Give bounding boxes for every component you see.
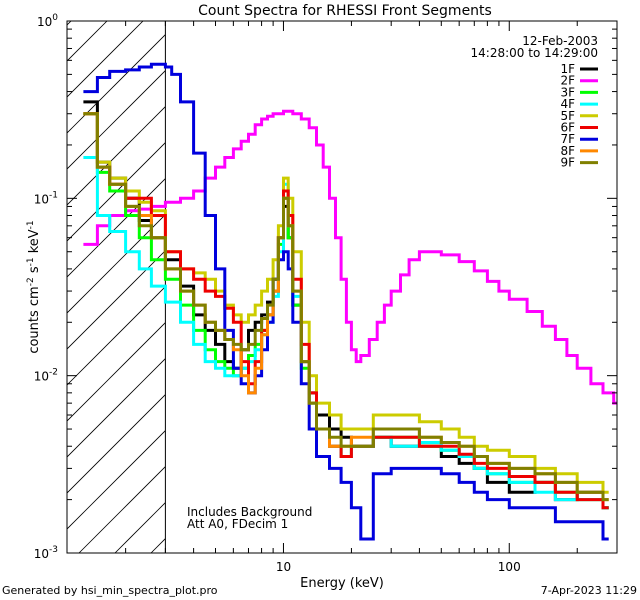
chart-title: Count Spectra for RHESSI Front Segments (198, 3, 492, 19)
legend-label-5f: 5F (560, 109, 575, 123)
series-layer (83, 62, 617, 541)
hatch-line (67, 106, 166, 206)
hatch-line (67, 21, 108, 62)
plot-frame (66, 20, 618, 554)
hatch-line (223, 0, 640, 553)
series-9f-line (83, 112, 609, 502)
x-tick-label: 100 (498, 560, 521, 574)
hatch-line (67, 322, 166, 422)
hatch-line (0, 0, 103, 553)
series-2f-line (83, 109, 617, 405)
footer-timestamp: 7-Apr-2023 11:29 (541, 584, 637, 597)
legend-label-7f: 7F (560, 132, 575, 146)
date-label: 12-Feb-2003 (522, 34, 598, 48)
annotation-attenuator: Att A0, FDecim 1 (187, 517, 288, 531)
legend-label-9f: 9F (560, 156, 575, 170)
y-axis-label: counts cm-2 s-1 keV-1 (26, 220, 42, 353)
hatch-line (67, 214, 166, 314)
hatch-line (67, 70, 166, 170)
hatch-line (259, 0, 640, 553)
legend-label-1f: 1F (560, 62, 575, 76)
hatch-line (67, 250, 166, 350)
y-tick-label: 10-3 (34, 545, 58, 561)
y-tick-label: 10-1 (34, 190, 58, 206)
legend-label-4f: 4F (560, 97, 575, 111)
hatch-line (295, 0, 640, 553)
y-tick-label: 100 (37, 13, 58, 29)
x-axis-label: Energy (keV) (300, 576, 384, 591)
legend-label-3f: 3F (560, 85, 575, 99)
legend-label-2f: 2F (560, 74, 575, 88)
y-tick-label: 10-2 (34, 368, 58, 384)
hatch-line (67, 358, 166, 458)
time-range-label: 14:28:00 to 14:29:00 (471, 46, 598, 60)
hatch-line (67, 394, 166, 494)
hatch-line (67, 430, 166, 530)
hatch-line (67, 21, 144, 98)
series-7f-line (83, 62, 609, 541)
hatch-line (67, 286, 166, 386)
series-4f-line (83, 156, 609, 510)
y-axis: 100 10-1 10-2 10-3 (34, 13, 617, 561)
hatch-line (331, 0, 640, 553)
legend-label-6f: 6F (560, 121, 575, 135)
annotation-background: Includes Background (187, 505, 312, 519)
legend-label-8f: 8F (560, 144, 575, 158)
x-tick-label: 10 (276, 560, 291, 574)
hatch-line (67, 178, 166, 278)
x-axis: 10 100 (125, 21, 618, 574)
hatch-line (67, 34, 166, 134)
hatch-line (67, 21, 72, 26)
footer-generated-by: Generated by hsi_min_spectra_plot.pro (2, 584, 218, 597)
